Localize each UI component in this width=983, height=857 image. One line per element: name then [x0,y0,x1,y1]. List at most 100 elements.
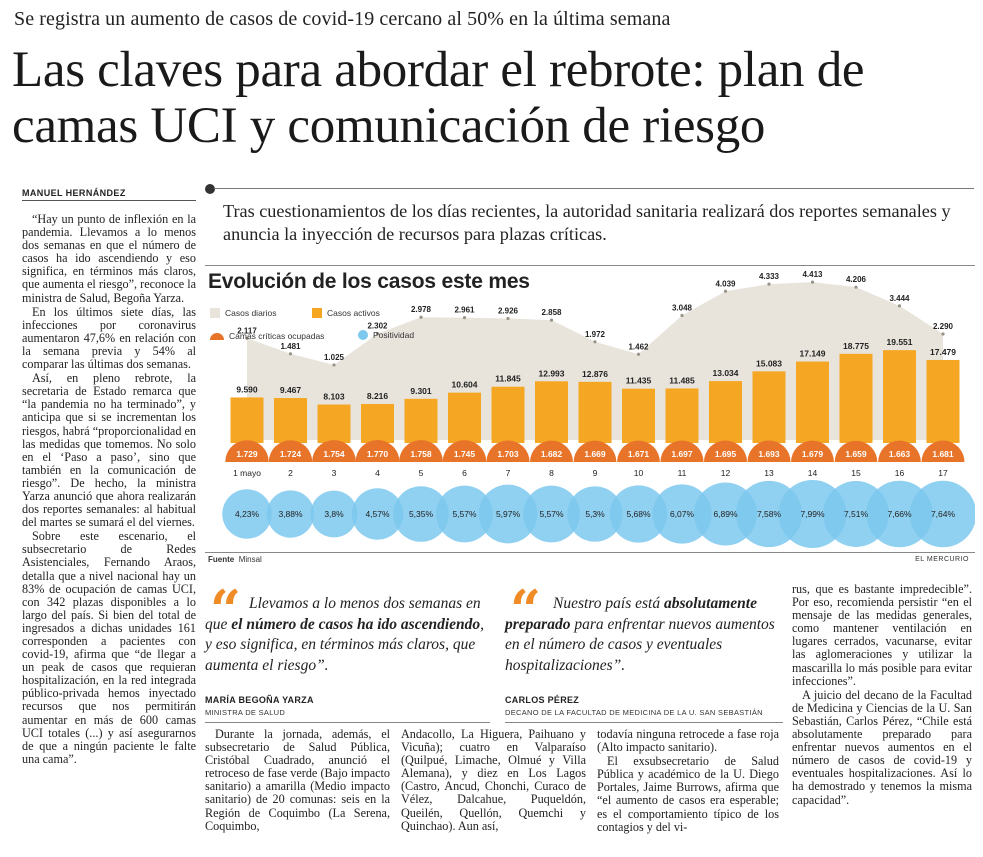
chart-title: Evolución de los casos este mes [208,270,530,293]
column-2: Durante la jornada, además, el subsecret… [205,727,390,833]
icu-beds-label: 1.754 [323,449,345,459]
x-tick-label: 7 [506,468,511,478]
x-tick-label: 15 [851,468,861,478]
chart: 2.117 1.481 1.025 2.302 2.978 2.961 2.926 2.858… [205,265,975,573]
active-cases-label: 11.485 [669,375,695,385]
daily-cases-label: 2.302 [367,322,388,331]
icu-beds-label: 1.682 [541,449,563,459]
positivity-label: 4,23% [235,509,260,519]
active-cases-label: 17.149 [800,349,826,359]
positivity-bubble [351,488,404,540]
column-5-paragraph: rus, que es bastante impredecible”. Por … [792,582,972,688]
daily-cases-point [854,285,858,289]
active-cases-bar [622,388,655,443]
legend-swatch-active [312,308,322,318]
active-cases-bar [404,398,438,443]
icu-beds-mark [747,440,791,462]
icu-beds-label: 1.695 [715,449,737,459]
quote-2-rule [505,722,783,723]
icu-beds-mark [225,440,269,462]
icu-beds-label: 1.671 [628,449,650,459]
positivity-label: 7,51% [844,509,869,519]
column-5-paragraph: A juicio del decano de la Facultad de Me… [792,687,972,807]
icu-beds-label: 1.681 [932,449,954,459]
active-cases-label: 19.551 [887,337,913,347]
daily-cases-point [288,352,293,356]
active-cases-bar [317,404,351,443]
daily-cases-point [245,336,249,340]
icu-beds-mark [355,440,400,462]
positivity-label: 3,88% [278,509,303,519]
daily-cases-label: 1.462 [628,342,649,351]
column-5: rus, que es bastante impredecible”. Por … [792,582,972,807]
daily-cases-point [723,289,728,293]
positivity-label: 5,57% [452,509,477,519]
daily-cases-label: 4.206 [846,275,867,284]
legend-label-positivity: Positividad [373,330,415,340]
legend-icu: Camas críticas ocupadas [210,331,324,341]
active-cases-bar [926,359,960,443]
positivity-label: 5,97% [496,509,521,519]
daily-cases-label: 4.333 [759,272,780,281]
lead: Tras cuestionamientos de los días recien… [223,201,951,244]
kicker: Se registra un aumento de casos de covid… [14,8,671,30]
legend-label-daily: Casos diarios [225,308,277,318]
quote-2-name: CARLOS PÉREZ [505,695,580,705]
legend-label-active: Casos activos [327,308,380,318]
positivity-label: 7,64% [931,509,956,519]
daily-cases-point [810,280,815,284]
icu-beds-mark [312,440,356,462]
icu-beds-label: 1.663 [889,449,911,459]
active-cases-bar [230,397,264,443]
positivity-label: 6,07% [670,509,695,519]
legend-active: Casos activos [312,308,380,318]
quote-2-text-pre: Nuestro país está [553,595,664,612]
daily-cases-point [375,332,380,336]
legend-daily: Casos diarios [210,308,277,318]
x-tick-label: 17 [938,468,948,478]
active-cases-label: 9.467 [280,385,302,395]
legend-label-icu: Camas críticas ocupadas [229,331,325,341]
active-cases-label: 18.775 [843,341,869,351]
icu-beds-label: 1.659 [845,449,867,459]
daily-cases-label: 3.444 [889,294,910,303]
daily-cases-label: 2.290 [933,322,954,331]
icu-beds-mark [617,440,660,462]
active-cases-label: 11.845 [495,374,521,384]
quote-2: Nuestro país está absolutamente preparad… [505,594,783,676]
column-3-paragraph: Andacollo, La Higuera, Paihuano y Vicuña… [401,727,586,833]
active-cases-label: 13.034 [713,368,739,378]
daily-cases-point [332,363,336,367]
positivity-bubble [266,490,315,538]
icu-beds-label: 1.697 [671,449,693,459]
x-tick-label: 10 [634,468,644,478]
x-tick-label: 13 [764,468,774,478]
quote-1-name: MARÍA BEGOÑA YARZA [205,695,314,705]
daily-cases-label: 4.039 [715,279,736,288]
icu-beds-mark [268,440,313,462]
positivity-bubble [436,485,493,543]
positivity-label: 5,3% [585,509,605,519]
icu-beds-mark [530,440,573,462]
daily-cases-point [506,316,510,321]
daily-cases-point [897,304,902,308]
icu-beds-mark [486,440,530,462]
active-cases-label: 11.435 [626,376,652,386]
positivity-label: 7,58% [757,509,782,519]
lead-bullet [205,184,215,194]
daily-cases-label: 2.961 [454,306,475,315]
active-cases-label: 8.103 [323,392,345,402]
active-cases-bar [274,398,307,443]
active-cases-label: 8.216 [367,391,389,401]
column-4-paragraph: todavía ninguna retrocede a fase roja (A… [597,727,779,755]
column-1: “Hay un punto de inflexión en la pandemi… [22,212,196,766]
x-tick-label: 16 [895,468,905,478]
icu-beds-mark [834,440,878,462]
quote-mark-2: “ [510,578,542,642]
positivity-bubble [567,486,623,542]
positivity-bubble [652,484,712,544]
daily-cases-point [680,313,684,318]
x-tick-label: 11 [678,468,687,478]
positivity-label: 5,35% [409,509,434,519]
positivity-bubble [609,485,668,543]
